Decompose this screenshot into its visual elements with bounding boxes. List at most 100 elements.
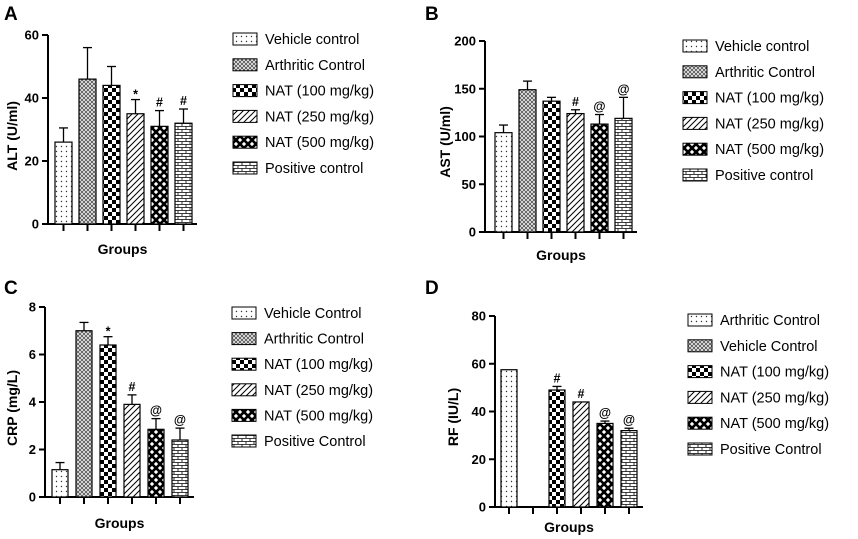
bar (518, 89, 537, 233)
panel-letter: D (425, 278, 439, 299)
y-tick-label: 4 (29, 395, 37, 410)
legend-label: NAT (500 mg/kg) (264, 408, 373, 424)
significance-mark: @ (617, 82, 629, 96)
legend: Vehicle Control Arthritic Control NAT (100… (231, 306, 373, 450)
significance-mark: @ (623, 413, 635, 427)
bar (78, 78, 97, 225)
legend-swatch (687, 313, 713, 327)
y-tick-label: 0 (479, 500, 486, 515)
legend-label: Positive Control (720, 442, 822, 458)
y-tick-label: 150 (454, 81, 476, 96)
legend-label: NAT (250 mg/kg) (720, 390, 829, 406)
legend-label: Positive control (265, 161, 363, 177)
significance-mark: @ (599, 406, 611, 420)
legend-swatch (232, 135, 258, 149)
legend-label: Vehicle Control (720, 339, 818, 355)
legend-swatch (231, 434, 257, 448)
legend-swatch (232, 32, 258, 46)
legend-swatch (231, 408, 257, 422)
y-tick-label: 50 (462, 177, 476, 192)
legend-label: Positive control (715, 168, 813, 184)
y-tick-label: 60 (472, 356, 486, 371)
significance-mark: # (156, 96, 163, 110)
bar (126, 113, 145, 225)
legend-label: NAT (100 mg/kg) (265, 84, 374, 100)
legend-swatch (682, 39, 708, 53)
bar (51, 469, 69, 498)
bar (596, 422, 614, 508)
y-tick-label: 20 (472, 452, 486, 467)
bar (54, 141, 73, 225)
legend-label: Arthritic Control (265, 58, 365, 74)
x-axis-title: Groups (95, 515, 145, 531)
x-axis-title: Groups (544, 519, 594, 535)
legend-swatch (687, 390, 713, 404)
legend-swatch (232, 161, 258, 175)
legend-label: NAT (250 mg/kg) (715, 116, 824, 132)
legend-swatch (682, 168, 708, 182)
y-tick-label: 100 (454, 129, 476, 144)
y-tick-label: 0 (469, 225, 476, 240)
panel-b: B 0 50 100 150 200 # @ @ AST (U/ml) Groups Vehicle … (425, 4, 824, 263)
bar (590, 123, 609, 233)
legend-label: NAT (100 mg/kg) (715, 91, 824, 107)
bar (620, 430, 638, 508)
y-axis-title: ALT (U/ml) (4, 101, 20, 171)
y-tick-label: 6 (29, 347, 36, 362)
panel-letter: C (4, 278, 18, 299)
significance-mark: # (180, 94, 187, 108)
legend-swatch (682, 91, 708, 105)
significance-mark: @ (150, 404, 162, 418)
legend-swatch (687, 442, 713, 456)
legend-swatch (232, 84, 258, 98)
legend-swatch (232, 58, 258, 72)
bar (542, 100, 561, 233)
legend-label: NAT (500 mg/kg) (715, 142, 824, 158)
y-tick-label: 60 (25, 28, 39, 43)
legend-swatch (682, 142, 708, 156)
significance-mark: # (129, 380, 136, 394)
y-axis-title: RF (IU/L) (445, 388, 461, 446)
significance-mark: * (133, 88, 138, 102)
legend: Vehicle control Arthritic Control NAT (100… (232, 32, 374, 177)
bar (548, 389, 566, 508)
bar (614, 117, 633, 233)
panel-letter: A (4, 4, 18, 25)
legend-label: NAT (250 mg/kg) (264, 383, 373, 399)
bar (123, 403, 141, 498)
bar (147, 428, 165, 498)
bar (75, 330, 93, 498)
legend-swatch (231, 332, 257, 346)
bar (494, 132, 513, 233)
bar (500, 369, 518, 508)
legend-swatch (687, 339, 713, 353)
legend-label: Arthritic Control (264, 332, 364, 348)
bar (99, 344, 117, 498)
y-tick-label: 0 (32, 217, 39, 232)
y-tick-label: 40 (25, 91, 39, 106)
bar (150, 125, 169, 225)
y-axis-title: AST (U/ml) (437, 106, 453, 178)
legend-swatch (232, 109, 258, 123)
panel-a: A 0 20 40 60 * # # ALT (U/ml) Groups Vehicle contr… (4, 4, 374, 257)
significance-mark: # (554, 371, 561, 385)
x-axis-title: Groups (98, 241, 148, 257)
y-tick-label: 8 (29, 300, 36, 315)
panel-c: C 0 2 4 6 8 * # @ @ CRP (mg/L) Groups Vehicle Contro… (4, 278, 373, 531)
x-axis-title: Groups (536, 247, 586, 263)
legend-swatch (231, 306, 257, 320)
significance-mark: @ (593, 100, 605, 114)
legend-label: Vehicle control (715, 39, 809, 55)
legend-swatch (682, 65, 708, 79)
legend-swatch (231, 383, 257, 397)
y-axis-title: CRP (mg/L) (4, 370, 20, 446)
legend-label: Vehicle Control (264, 306, 362, 322)
legend-label: Positive Control (264, 434, 366, 450)
significance-mark: @ (174, 413, 186, 427)
panel-letter: B (425, 4, 439, 25)
legend-swatch (687, 416, 713, 430)
bar (566, 112, 585, 233)
legend: Vehicle control Arthritic Control NAT (100… (682, 39, 824, 184)
bar (171, 439, 189, 498)
legend-swatch (231, 357, 257, 371)
